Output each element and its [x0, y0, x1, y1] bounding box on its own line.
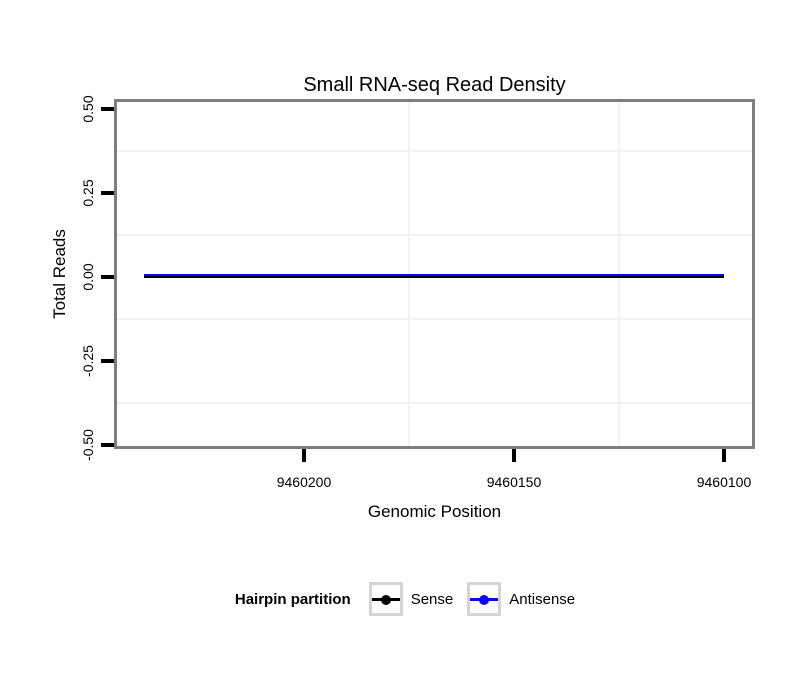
x-tick-label: 9460200 [276, 474, 332, 490]
legend-title: Hairpin partition [234, 590, 351, 608]
y-tick-label: 0.50 [80, 95, 96, 123]
legend: Hairpin partition Sense Antisense [0, 580, 810, 618]
legend-entry-sense: Sense [368, 582, 454, 616]
plot-panel [114, 99, 755, 449]
legend-key-sense [368, 582, 403, 616]
legend-entry-antisense: Antisense [467, 582, 575, 616]
legend-label-sense: Sense [410, 590, 454, 608]
sense-point-icon [380, 594, 391, 605]
y-axis-tick [101, 275, 114, 279]
data-line-sense [144, 276, 724, 278]
y-tick-label: -0.25 [80, 345, 96, 377]
minor-gridline-h [117, 318, 752, 320]
y-tick-label: 0.25 [80, 179, 96, 207]
x-tick-label: 9460100 [696, 474, 752, 490]
y-axis-title: Total Reads [50, 229, 69, 319]
legend-key-antisense [467, 582, 502, 616]
y-tick-label: -0.50 [80, 429, 96, 461]
x-tick-label: 9460150 [486, 474, 542, 490]
chart-title: Small RNA-seq Read Density [303, 74, 566, 96]
minor-gridline-h [117, 402, 752, 404]
x-axis-tick [722, 449, 726, 462]
y-axis-tick [101, 107, 114, 111]
data-line-antisense [144, 274, 724, 276]
y-axis-tick [101, 443, 114, 447]
minor-gridline-h [117, 234, 752, 236]
y-axis-tick [101, 359, 114, 363]
x-axis-tick [302, 449, 306, 462]
x-axis-tick [512, 449, 516, 462]
y-axis-tick [101, 191, 114, 195]
legend-label-antisense: Antisense [509, 590, 576, 608]
x-axis-title: Genomic Position [367, 502, 502, 521]
antisense-point-icon [479, 594, 490, 605]
minor-gridline-h [117, 150, 752, 152]
y-tick-label: 0.00 [80, 263, 96, 291]
